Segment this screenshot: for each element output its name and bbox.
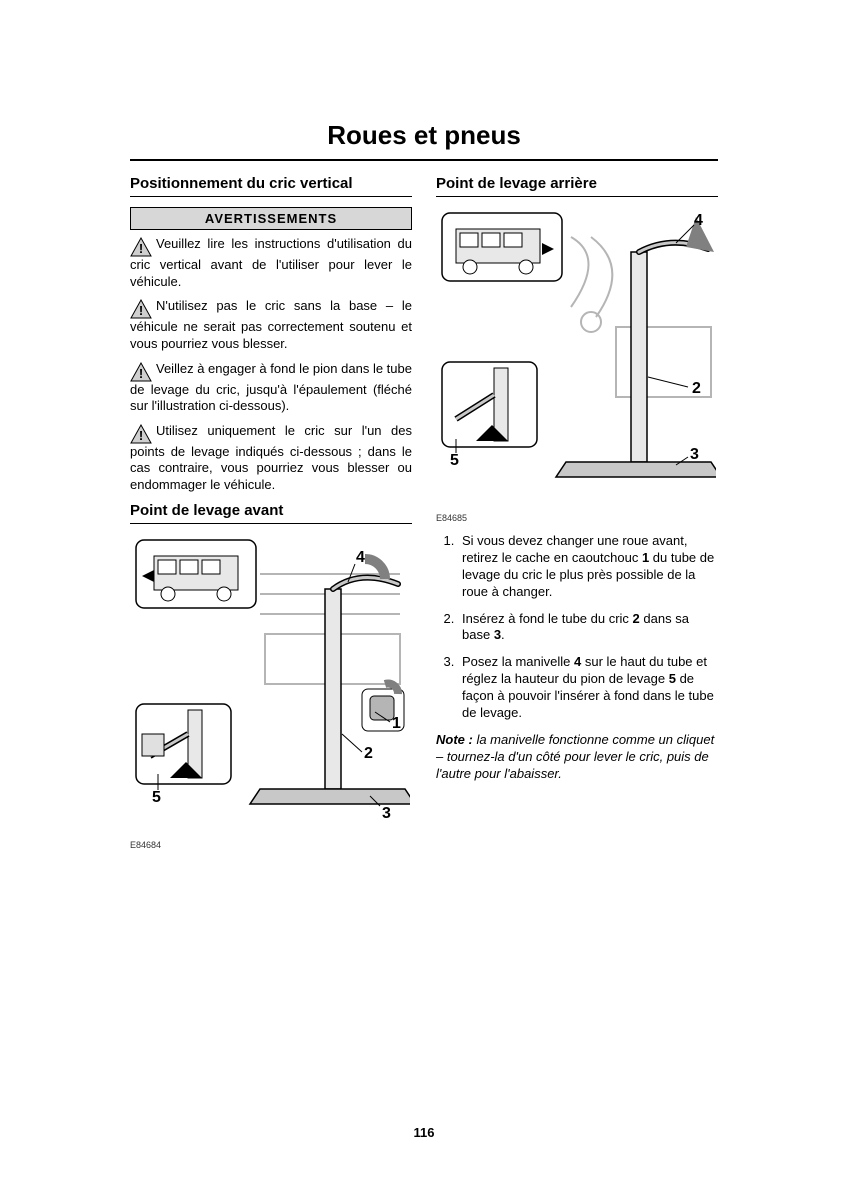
step-1: Si vous devez changer une roue avant, re… [458,533,718,601]
page-title: Roues et pneus [130,120,718,151]
figure-1-ref: E84684 [130,840,412,850]
svg-text:!: ! [139,241,143,256]
right-column: Point de levage arrière [436,175,718,850]
warning-triangle-icon: ! [130,237,152,257]
fig1-callout-3: 3 [382,805,391,822]
svg-text:!: ! [139,428,143,443]
warning-4: !Utilisez uniquement le cric sur l'un de… [130,423,412,494]
warning-header: AVERTISSEMENTS [130,207,412,230]
fig1-callout-2: 2 [364,745,373,762]
warning-2: !N'utilisez pas le cric sans la base – l… [130,298,412,352]
section-rule [130,196,412,197]
figure-front-jack: 4 1 2 3 5 [130,534,412,834]
note: Note : la manivelle fonctionne comme un … [436,732,718,783]
warning-2-text: N'utilisez pas le cric sans la base – le… [130,298,412,351]
page-number: 116 [0,1125,848,1140]
svg-text:!: ! [139,303,143,318]
warning-triangle-icon: ! [130,424,152,444]
warning-triangle-icon: ! [130,362,152,382]
fig1-callout-4: 4 [356,549,365,566]
fig2-callout-2: 2 [692,380,701,397]
fig2-callout-5: 5 [450,452,459,469]
step-3: Posez la manivelle 4 sur le haut du tube… [458,654,718,722]
warning-4-text: Utilisez uniquement le cric sur l'un des… [130,423,412,492]
note-text: la manivelle fonctionne comme un cliquet… [436,732,714,781]
title-rule [130,159,718,161]
warning-triangle-icon: ! [130,299,152,319]
fig2-callout-3: 3 [690,446,699,463]
figure-rear-jack: 4 2 3 5 [436,207,718,507]
heading-front-point: Point de levage avant [130,502,412,519]
fig2-callout-4: 4 [694,212,703,229]
section-rule [130,523,412,524]
warning-1-text: Veuillez lire les instructions d'utilisa… [130,236,412,289]
steps-list: Si vous devez changer une roue avant, re… [436,533,718,722]
fig1-callout-1: 1 [392,715,401,732]
svg-text:!: ! [139,366,143,381]
left-column: Positionnement du cric vertical AVERTISS… [130,175,412,850]
warning-3: !Veillez à engager à fond le pion dans l… [130,361,412,415]
heading-rear-point: Point de levage arrière [436,175,718,192]
step-2: Insérez à fond le tube du cric 2 dans sa… [458,611,718,645]
note-label: Note : [436,732,473,747]
two-column-layout: Positionnement du cric vertical AVERTISS… [130,175,718,850]
warning-1: !Veuillez lire les instructions d'utilis… [130,236,412,290]
heading-positioning: Positionnement du cric vertical [130,175,412,192]
figure-2-ref: E84685 [436,513,718,523]
section-rule [436,196,718,197]
fig1-callout-5: 5 [152,789,161,806]
warning-3-text: Veillez à engager à fond le pion dans le… [130,361,412,414]
